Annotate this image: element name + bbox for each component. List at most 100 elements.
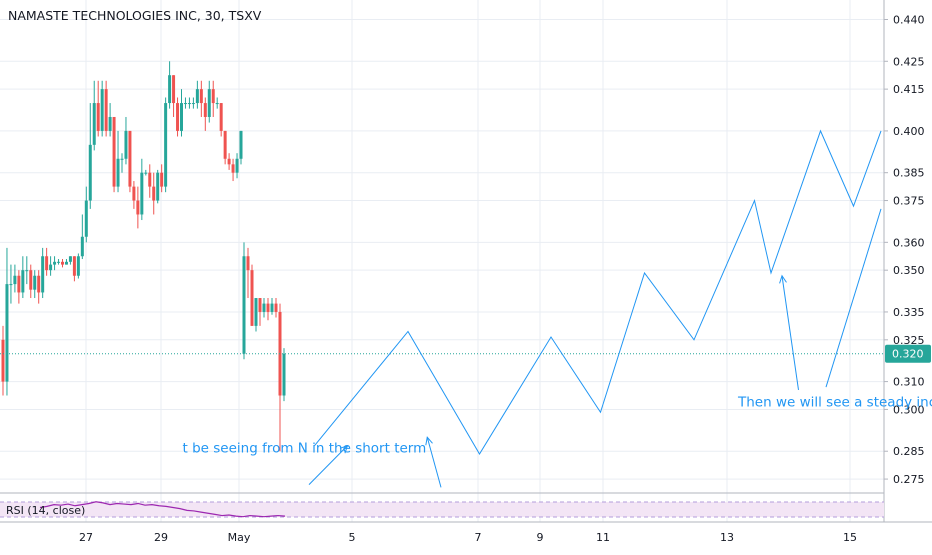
candle-body <box>92 103 96 145</box>
candle-body <box>168 75 172 104</box>
arrow-head <box>339 444 349 454</box>
projection-line <box>825 208 882 388</box>
candle-body <box>183 103 187 105</box>
candle-body <box>53 261 57 265</box>
candle-body <box>172 75 176 104</box>
y-tick-label: 0.360 <box>893 236 925 249</box>
y-tick-label: 0.385 <box>893 167 925 180</box>
x-tick-label: 7 <box>475 531 482 544</box>
x-tick-label: 15 <box>843 531 857 544</box>
candle-body <box>41 256 45 293</box>
candle-body <box>128 130 132 187</box>
candle-body <box>195 89 199 104</box>
candle-body <box>17 275 21 293</box>
candle-body <box>235 158 239 173</box>
candle-body <box>270 303 274 312</box>
x-tick-label: 13 <box>720 531 734 544</box>
candle-body <box>76 256 80 276</box>
candle-body <box>203 103 207 117</box>
candle-body <box>191 103 195 105</box>
candle-body <box>116 158 120 187</box>
candle-body <box>246 256 250 271</box>
y-tick-label: 0.440 <box>893 13 925 26</box>
candle-body <box>231 164 235 173</box>
y-tick-label: 0.415 <box>893 83 925 96</box>
candle-body <box>207 89 211 117</box>
candle-body <box>239 130 243 159</box>
candle-body <box>57 261 61 263</box>
candle-body <box>88 144 92 201</box>
candle-body <box>108 116 112 131</box>
current-price-badge <box>885 344 931 363</box>
candle-body <box>49 264 53 271</box>
candle-body <box>219 103 223 131</box>
candle-body <box>5 284 9 382</box>
candle-body <box>120 158 124 160</box>
candle-body <box>266 303 270 312</box>
candle-body <box>211 89 215 104</box>
candle-body <box>80 236 84 257</box>
y-tick-label: 0.300 <box>893 403 925 416</box>
arrow-shaft <box>426 437 442 488</box>
rsi-label: RSI (14, close) <box>6 504 85 517</box>
arrow-shaft <box>781 275 799 391</box>
y-tick-label: 0.325 <box>893 334 925 347</box>
candle-body <box>21 270 25 293</box>
candle-body <box>45 256 49 271</box>
candle-body <box>180 103 183 131</box>
candle-body <box>84 200 88 237</box>
candle-body <box>152 186 156 201</box>
candle-body <box>140 172 144 215</box>
y-tick-label: 0.375 <box>893 195 925 208</box>
candle-body <box>61 261 64 265</box>
y-tick-label: 0.350 <box>893 264 925 277</box>
candle-body <box>136 200 140 215</box>
candle-body <box>227 158 231 165</box>
x-tick-label: 29 <box>154 531 168 544</box>
y-tick-label: 0.285 <box>893 445 925 458</box>
candle-body <box>37 275 41 293</box>
y-tick-label: 0.400 <box>893 125 925 138</box>
projection-line <box>314 129 882 455</box>
candle-body <box>132 186 136 201</box>
candle-body <box>258 298 262 312</box>
candle-body <box>104 89 108 131</box>
candle-body <box>254 298 258 326</box>
candle-body <box>215 103 219 105</box>
candle-body <box>242 256 246 354</box>
candle-body <box>124 130 128 159</box>
x-tick-label: 27 <box>79 531 93 544</box>
current-price-label: 0.320 <box>892 348 924 361</box>
candle-body <box>164 103 168 187</box>
candle-body <box>156 172 160 201</box>
annotation-text: t be seeing from N in the short term <box>183 441 427 457</box>
candle-body <box>29 270 33 290</box>
candle-body <box>1 339 5 382</box>
arrow-head <box>425 436 433 446</box>
candle-body <box>64 261 68 265</box>
candle-body <box>250 270 254 326</box>
annotation-text: Then we will see a steady increas <box>737 395 932 411</box>
candle-body <box>262 303 266 312</box>
candle-body <box>9 284 13 286</box>
x-tick-label: 5 <box>349 531 356 544</box>
candle-body <box>100 89 104 131</box>
candle-body <box>25 270 29 272</box>
candle-body <box>72 256 76 276</box>
rsi-band <box>0 502 884 517</box>
candle-body <box>282 353 286 396</box>
candle-body <box>96 103 100 131</box>
candle-body <box>160 172 164 187</box>
rsi-line <box>39 501 286 518</box>
arrow-shaft <box>308 445 348 485</box>
arrow-head <box>779 274 787 284</box>
candle-body <box>33 275 37 290</box>
candle-body <box>144 172 148 174</box>
x-tick-label: May <box>228 531 251 544</box>
candle-body <box>148 172 152 187</box>
candle-body <box>112 116 116 187</box>
y-tick-label: 0.310 <box>893 376 925 389</box>
